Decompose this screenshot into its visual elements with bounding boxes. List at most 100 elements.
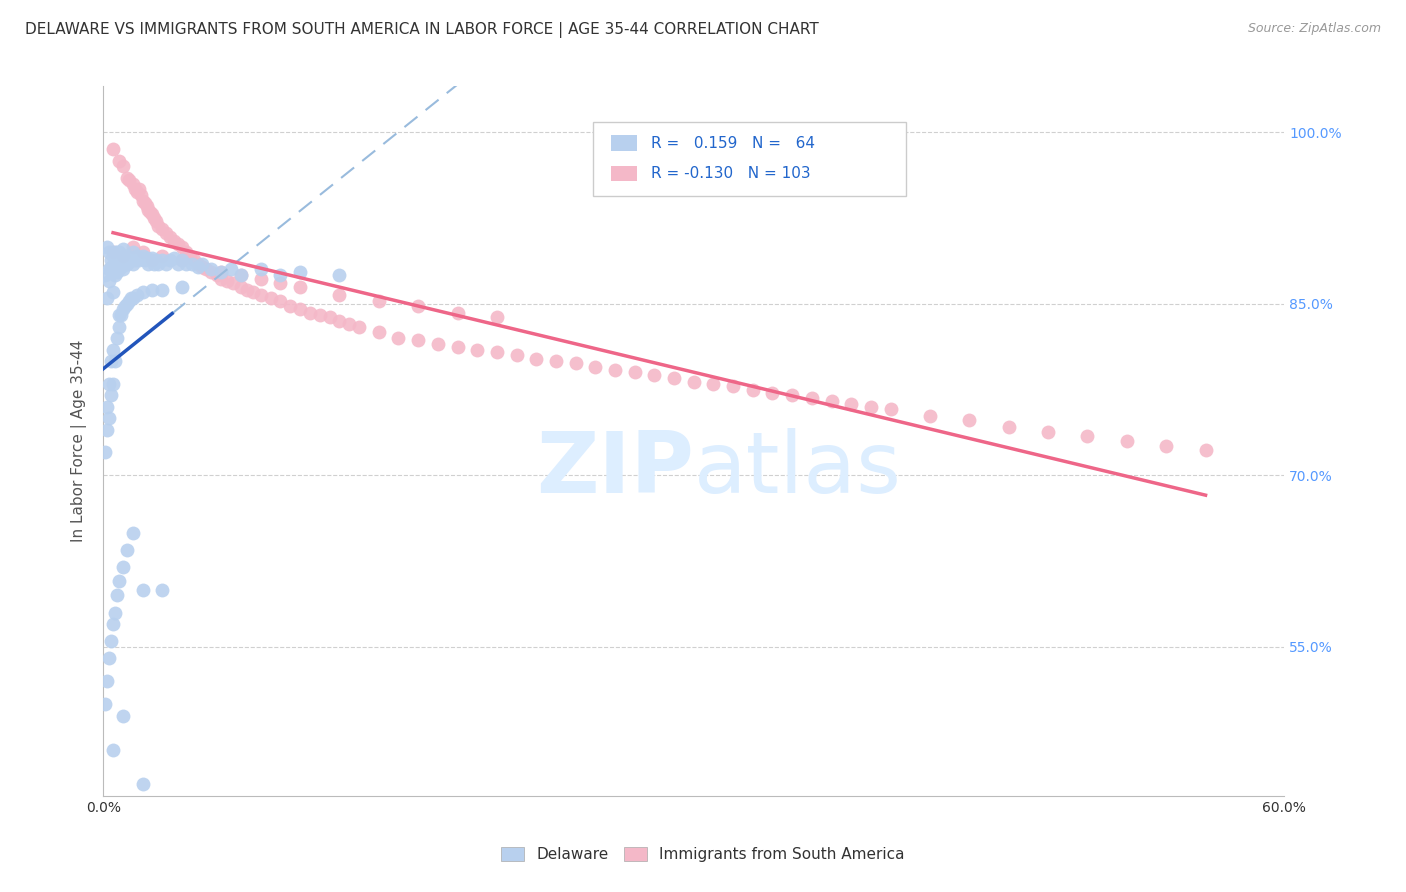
Point (159, 230, 181, 244)
Point (170, 279, 193, 293)
Point (446, 306, 468, 320)
Point (108, 319, 131, 334)
Point (269, 268, 291, 282)
Point (288, 279, 311, 293)
Point (120, 251, 142, 265)
Point (219, 262, 242, 277)
Point (820, 394, 842, 409)
FancyBboxPatch shape (593, 122, 907, 196)
Point (259, 291, 281, 305)
Point (485, 344, 508, 359)
Point (1154, 439, 1177, 453)
Point (104, 354, 127, 368)
Point (229, 268, 252, 282)
Point (98, 411, 121, 425)
Point (100, 634, 122, 648)
Point (328, 268, 350, 282)
Point (209, 265, 232, 279)
Point (328, 287, 350, 301)
Point (139, 253, 162, 268)
Point (120, 291, 142, 305)
Point (662, 371, 685, 385)
Point (603, 363, 626, 377)
Point (111, 242, 134, 256)
Point (138, 257, 160, 271)
Point (298, 306, 321, 320)
Point (100, 388, 122, 402)
Point (96, 239, 118, 253)
Text: ZIP: ZIP (536, 428, 693, 511)
Point (111, 160, 134, 174)
Point (200, 262, 222, 277)
Point (269, 294, 291, 309)
Point (101, 617, 124, 632)
Point (118, 294, 141, 309)
Point (135, 199, 157, 213)
Point (111, 302, 134, 317)
Point (174, 245, 197, 260)
Point (288, 302, 311, 317)
Point (111, 249, 134, 263)
Point (124, 182, 146, 196)
Point (174, 257, 197, 271)
Point (114, 257, 136, 271)
Point (98, 274, 121, 288)
Point (222, 276, 245, 290)
Point (242, 285, 264, 300)
Point (105, 245, 128, 260)
Point (194, 262, 217, 277)
Point (328, 314, 350, 328)
Point (111, 708, 134, 723)
Point (163, 251, 186, 265)
Point (249, 262, 271, 277)
Point (101, 249, 124, 263)
Point (101, 142, 124, 156)
Point (406, 334, 429, 348)
Point (139, 205, 162, 219)
Point (105, 331, 128, 345)
Point (105, 589, 128, 603)
Point (105, 253, 128, 268)
Point (1076, 429, 1098, 443)
Point (96, 291, 118, 305)
Point (111, 262, 134, 277)
Point (131, 249, 153, 263)
Point (125, 185, 148, 199)
Point (269, 276, 291, 290)
Point (115, 249, 138, 263)
Point (94, 268, 117, 282)
Point (98, 651, 121, 665)
Point (1115, 434, 1137, 448)
Point (583, 359, 606, 374)
Point (150, 253, 173, 268)
Point (98, 262, 121, 277)
Point (150, 249, 173, 263)
Point (167, 257, 190, 271)
Point (347, 319, 370, 334)
Point (134, 253, 156, 268)
Point (143, 257, 166, 271)
Point (367, 326, 389, 340)
Point (229, 279, 252, 293)
Point (465, 343, 488, 357)
Point (918, 409, 941, 423)
Point (108, 574, 131, 588)
Point (108, 153, 131, 168)
Point (207, 268, 229, 282)
Point (115, 542, 138, 557)
Text: DELAWARE VS IMMIGRANTS FROM SOUTH AMERICA IN LABOR FORCE | AGE 35-44 CORRELATION: DELAWARE VS IMMIGRANTS FROM SOUTH AMERIC… (25, 22, 820, 38)
Point (101, 343, 124, 357)
Point (145, 253, 167, 268)
Point (761, 386, 783, 401)
Point (96, 400, 118, 414)
Point (101, 245, 124, 260)
Point (121, 239, 143, 253)
Point (406, 299, 429, 313)
Point (118, 173, 141, 187)
Point (141, 283, 163, 297)
Y-axis label: In Labor Force | Age 35-44: In Labor Force | Age 35-44 (72, 340, 87, 542)
Point (111, 251, 134, 265)
Point (159, 253, 181, 268)
Point (249, 287, 271, 301)
Point (100, 260, 122, 274)
